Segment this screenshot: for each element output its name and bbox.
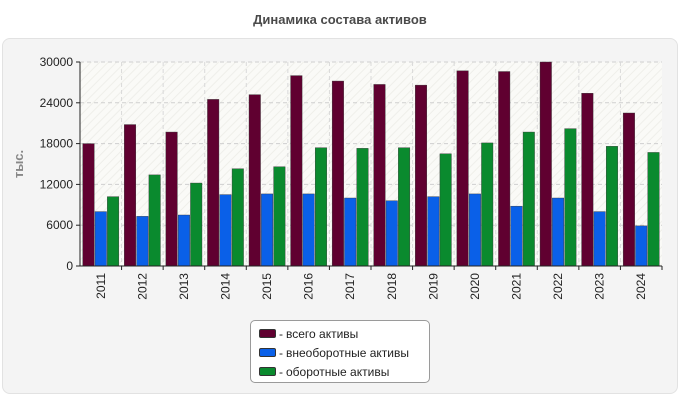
bar-2017-series-2 [356,148,369,267]
x-tick-label: 2024 [634,273,648,300]
legend-swatch-current [259,367,276,376]
chart-legend: - всего активы - внеоборотные активы - о… [250,320,430,383]
bar-2020-series-2 [481,142,494,267]
legend-label-current: оборотные активы [286,364,390,379]
bar-2020-series-1 [468,193,481,267]
y-tick-label: 30000 [40,55,74,69]
y-axis-label: тыс. [11,150,26,178]
x-tick-label: 2018 [385,273,399,300]
y-tick-label: 12000 [40,177,74,191]
y-tick-label: 24000 [40,96,74,110]
bar-2018-series-2 [398,147,411,267]
bar-2013-series-2 [190,182,203,267]
legend-item-total: - всего активы [259,324,429,343]
x-tick-label: 2019 [426,273,440,300]
chart-title: Динамика состава активов [253,12,427,27]
x-tick-label: 2022 [551,273,565,300]
x-tick-label: 2023 [593,273,607,300]
bar-2022-series-1 [552,197,565,267]
bar-2019-series-1 [427,196,440,267]
legend-item-current: - оборотные активы [259,362,429,381]
bar-2012-series-0 [124,124,137,267]
bar-2021-series-1 [510,205,523,267]
bar-2014-series-2 [231,168,244,267]
legend-swatch-noncurrent [259,348,276,357]
bar-2021-series-0 [498,71,511,267]
y-tick-label: 6000 [46,218,73,232]
bar-2018-series-1 [385,200,398,267]
legend-dash: - [279,364,283,379]
bar-2022-series-0 [539,61,552,267]
bar-2011-series-2 [107,196,120,267]
legend-label-noncurrent: внеоборотные активы [286,345,409,360]
bar-2022-series-2 [564,128,577,267]
legend-swatch-total [259,329,276,338]
x-tick-label: 2017 [343,273,357,300]
bar-2020-series-0 [456,70,469,267]
bar-2017-series-1 [344,197,357,267]
bar-2023-series-2 [605,146,618,267]
bar-2015-series-0 [248,94,261,267]
y-tick-label: 18000 [40,137,74,151]
bar-2023-series-0 [581,93,594,267]
y-tick-label: 0 [66,259,73,273]
legend-dash: - [279,326,283,341]
x-tick-label: 2014 [219,273,233,300]
bar-2016-series-1 [302,193,315,267]
bar-2024-series-0 [622,112,635,267]
bar-2015-series-2 [273,166,286,267]
bar-2013-series-0 [165,131,178,267]
x-tick-label: 2011 [94,273,108,299]
bar-2011-series-0 [82,143,95,267]
legend-label-total: всего активы [286,326,359,341]
bar-2018-series-0 [373,84,386,267]
bar-2012-series-2 [148,174,161,267]
bar-2011-series-1 [94,211,107,267]
bar-2012-series-1 [136,216,149,267]
x-tick-label: 2013 [177,273,191,300]
x-tick-label: 2016 [302,273,316,300]
bar-2015-series-1 [261,193,274,267]
bar-2014-series-1 [219,194,232,267]
bar-2017-series-0 [331,80,344,267]
bar-2016-series-2 [314,147,327,267]
x-tick-label: 2020 [468,273,482,300]
bar-2016-series-0 [290,75,303,267]
x-tick-label: 2021 [510,273,524,300]
bar-2023-series-1 [593,211,606,267]
legend-dash: - [279,345,283,360]
bar-2019-series-2 [439,153,452,267]
x-tick-label: 2012 [135,273,149,300]
bar-2019-series-0 [415,84,428,267]
bar-2014-series-0 [207,99,220,267]
legend-item-noncurrent: - внеоборотные активы [259,343,429,362]
bar-2021-series-2 [522,131,535,267]
bar-2024-series-2 [647,152,660,267]
bar-2024-series-1 [635,225,648,267]
x-tick-label: 2015 [260,273,274,300]
bar-2013-series-1 [177,214,190,267]
